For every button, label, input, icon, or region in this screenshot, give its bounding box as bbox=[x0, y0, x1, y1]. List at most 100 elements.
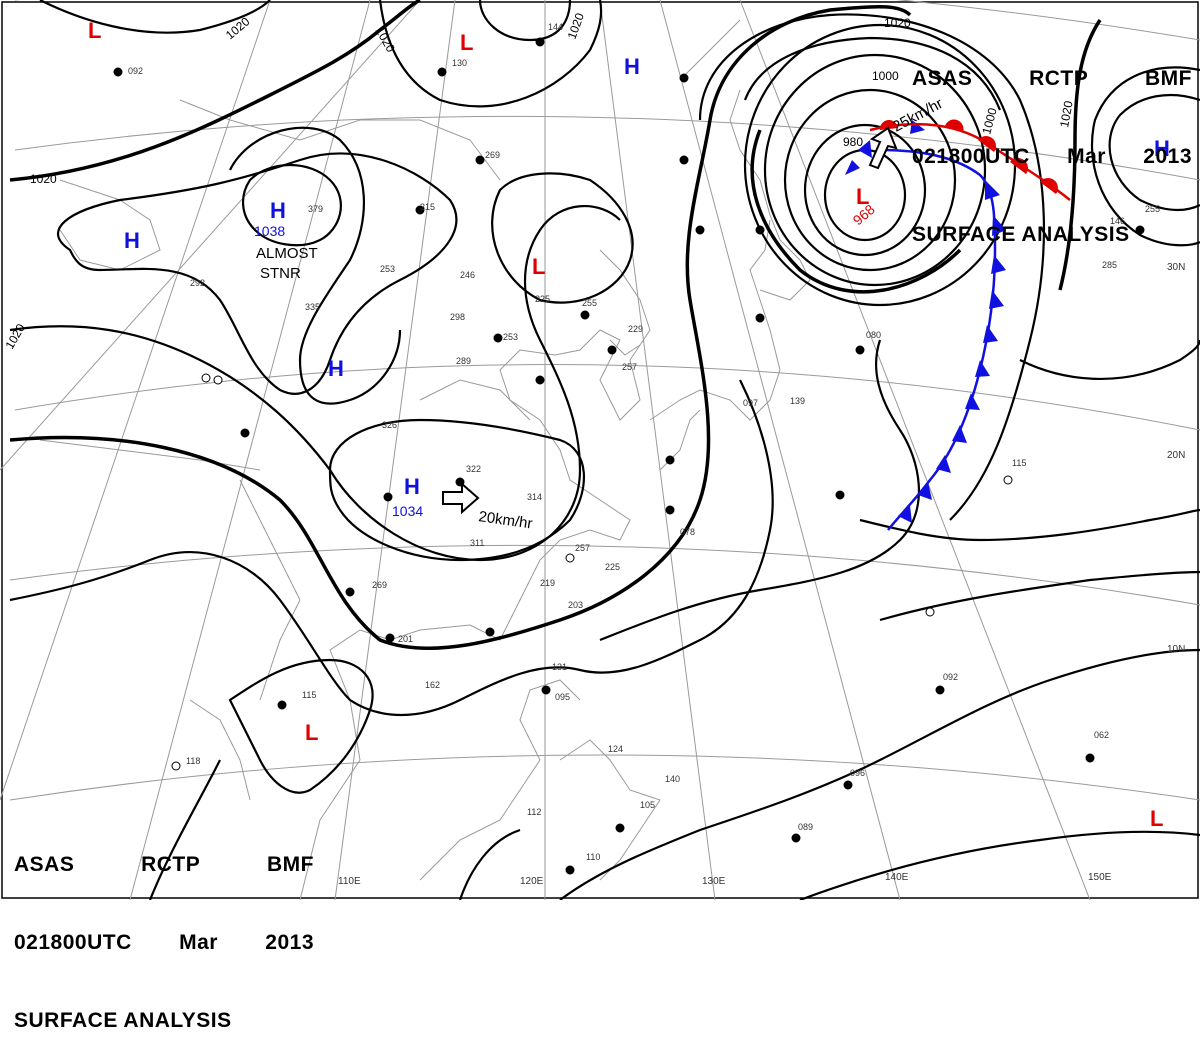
high-center: H bbox=[624, 54, 640, 79]
office-code: BMF bbox=[1145, 67, 1192, 90]
motion-arrow-high bbox=[442, 481, 480, 515]
svg-text:096: 096 bbox=[850, 768, 865, 778]
coastlines bbox=[39, 19, 811, 900]
lat-label-20n: 20N bbox=[1167, 450, 1185, 461]
agency-code: ASAS bbox=[14, 853, 75, 876]
pressure-values: 1038 1034 968 bbox=[254, 201, 878, 519]
svg-text:314: 314 bbox=[527, 492, 542, 502]
svg-text:229: 229 bbox=[628, 324, 643, 334]
svg-text:112: 112 bbox=[527, 807, 541, 817]
high-pressure-value: 1038 bbox=[254, 223, 285, 239]
svg-text:255: 255 bbox=[582, 298, 597, 308]
warm-front bbox=[869, 119, 1071, 201]
svg-text:326: 326 bbox=[382, 420, 397, 430]
chart-title: SURFACE ANALYSIS bbox=[14, 1009, 232, 1032]
svg-text:095: 095 bbox=[555, 692, 570, 702]
svg-text:255: 255 bbox=[1145, 204, 1160, 214]
map-header-top-right: ASAS RCTP BMF 021800UTC Mar 2013 SURFACE… bbox=[912, 14, 1192, 274]
valid-month: Mar bbox=[179, 931, 218, 954]
stationary-note-line1: ALMOST bbox=[256, 245, 318, 262]
svg-text:062: 062 bbox=[1094, 730, 1109, 740]
svg-text:080: 080 bbox=[866, 330, 881, 340]
grid-lines bbox=[0, 0, 1200, 900]
svg-text:246: 246 bbox=[460, 270, 475, 280]
valid-month: Mar bbox=[1067, 145, 1106, 168]
svg-text:298: 298 bbox=[450, 312, 465, 322]
low-center: L bbox=[1150, 806, 1163, 831]
lon-label-110e: 110E bbox=[338, 876, 361, 887]
station-code: RCTP bbox=[141, 853, 201, 876]
weather-map: 092 130 144 269 253 315 379 246 225 298 … bbox=[0, 0, 1200, 900]
svg-text:253: 253 bbox=[503, 332, 518, 342]
svg-text:146: 146 bbox=[1110, 216, 1125, 226]
station-values: 092 130 144 269 253 315 379 246 225 298 … bbox=[128, 22, 1160, 862]
svg-text:131: 131 bbox=[552, 662, 567, 672]
svg-text:315: 315 bbox=[420, 202, 435, 212]
cold-front bbox=[845, 120, 1006, 531]
high-center: H bbox=[404, 474, 420, 499]
svg-text:219: 219 bbox=[540, 578, 555, 588]
svg-text:140: 140 bbox=[665, 774, 680, 784]
low-center: L bbox=[305, 720, 318, 745]
svg-text:225: 225 bbox=[605, 562, 620, 572]
agency-code: ASAS bbox=[912, 67, 973, 90]
pressure-centers: L L H H H H H L L H L L bbox=[88, 18, 1170, 831]
isobar-label: 1020 bbox=[1057, 99, 1075, 128]
svg-text:139: 139 bbox=[790, 396, 805, 406]
isobar-label: 1020 bbox=[2, 321, 28, 351]
svg-text:257: 257 bbox=[575, 543, 590, 553]
office-code: BMF bbox=[267, 853, 314, 876]
svg-text:203: 203 bbox=[568, 600, 583, 610]
isobar-label: 1020 bbox=[884, 16, 911, 30]
svg-text:335: 335 bbox=[305, 302, 320, 312]
high-center: H bbox=[270, 198, 286, 223]
svg-text:115: 115 bbox=[302, 690, 316, 700]
svg-text:201: 201 bbox=[398, 634, 413, 644]
valid-time: 021800UTC bbox=[912, 145, 1030, 168]
valid-year: 2013 bbox=[265, 931, 314, 954]
svg-text:115: 115 bbox=[1012, 458, 1026, 468]
svg-text:253: 253 bbox=[380, 264, 395, 274]
low-center: L bbox=[856, 184, 869, 209]
high-center: H bbox=[1154, 136, 1170, 161]
station-markers bbox=[113, 37, 1145, 875]
map-header-bottom-left: ASAS RCTP BMF 021800UTC Mar 2013 SURFACE… bbox=[14, 800, 314, 1060]
isobar-labels: 1020 1020 1020 1020 1020 1020 1000 1000 … bbox=[2, 11, 1075, 352]
isobars bbox=[9, 0, 1200, 900]
station-code: RCTP bbox=[1029, 67, 1089, 90]
low-pressure-value: 968 bbox=[850, 201, 878, 228]
lat-label-30n: 30N bbox=[1167, 262, 1185, 273]
svg-text:105: 105 bbox=[640, 800, 655, 810]
lon-label-120e: 120E bbox=[520, 876, 544, 887]
chart-title: SURFACE ANALYSIS bbox=[912, 223, 1130, 246]
isobar-label: 1020 bbox=[223, 14, 253, 42]
lat-label-10n: 10N bbox=[1167, 644, 1185, 655]
valid-time: 021800UTC bbox=[14, 931, 132, 954]
lon-label-150e: 150E bbox=[1088, 872, 1112, 883]
svg-text:092: 092 bbox=[128, 66, 143, 76]
high-center: H bbox=[328, 356, 344, 381]
svg-text:110: 110 bbox=[586, 852, 600, 862]
low-center: L bbox=[460, 30, 473, 55]
isobar-label: 1000 bbox=[872, 69, 899, 83]
svg-text:285: 285 bbox=[1102, 260, 1117, 270]
svg-text:097: 097 bbox=[743, 398, 758, 408]
svg-text:092: 092 bbox=[943, 672, 958, 682]
high-center: H bbox=[124, 228, 140, 253]
svg-text:225: 225 bbox=[535, 294, 550, 304]
low-center: L bbox=[88, 18, 101, 43]
svg-text:269: 269 bbox=[485, 150, 500, 160]
svg-text:118: 118 bbox=[186, 756, 200, 766]
svg-text:311: 311 bbox=[470, 538, 484, 548]
svg-text:130: 130 bbox=[452, 58, 467, 68]
svg-text:162: 162 bbox=[425, 680, 440, 690]
motion-speed-high: 20km/hr bbox=[477, 508, 533, 532]
svg-text:322: 322 bbox=[466, 464, 481, 474]
svg-text:269: 269 bbox=[372, 580, 387, 590]
valid-year: 2013 bbox=[1143, 145, 1192, 168]
low-center: L bbox=[532, 254, 545, 279]
lon-label-130e: 130E bbox=[702, 876, 726, 887]
high-pressure-value: 1034 bbox=[392, 503, 423, 519]
lon-label-140e: 140E bbox=[885, 872, 909, 883]
motion-arrow-low bbox=[868, 126, 898, 170]
